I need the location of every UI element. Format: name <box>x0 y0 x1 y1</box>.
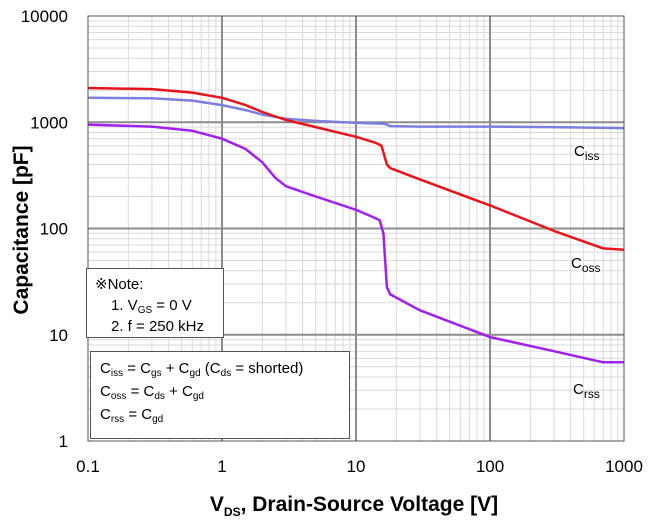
x-tick-label: 100 <box>476 457 504 476</box>
x-tick-labels: 0.1 1 10 100 1000 <box>76 457 643 476</box>
y-tick-label: 10 <box>49 326 68 345</box>
x-tick-label: 1000 <box>605 457 643 476</box>
y-tick-label: 1 <box>59 432 68 451</box>
formula-box: Ciss = Cgs + Cgd (Cds = shorted) Coss = … <box>90 351 350 439</box>
note-item-2: 2. f = 250 kHz <box>111 318 204 335</box>
plot-border <box>87 15 625 442</box>
x-tick-label: 10 <box>347 457 366 476</box>
coss-line <box>87 86 625 252</box>
ciss-label: Ciss <box>574 143 600 163</box>
x-tick-label: 0.1 <box>76 457 100 476</box>
ciss-line <box>87 96 625 130</box>
formula-crss: Crss = Cgd <box>100 406 164 425</box>
note-title: ※Note: <box>95 276 144 293</box>
note-item-1: 1. VGS = 0 V <box>111 297 192 316</box>
y-tick-label: 1000 <box>30 113 68 132</box>
coss-label: Coss <box>571 255 601 275</box>
note-box: ※Note: 1. VGS = 0 V 2. f = 250 kHz <box>86 268 224 338</box>
y-axis-label: Capacitance [pF] <box>10 145 33 314</box>
crss-label: Crss <box>573 381 600 401</box>
series-lines <box>87 86 625 364</box>
y-tick-label: 10000 <box>21 7 68 26</box>
y-tick-label: 100 <box>40 220 68 239</box>
y-tick-labels: 1 10 100 1000 10000 <box>21 7 68 451</box>
formula-coss: Coss = Cds + Cgd <box>100 383 204 402</box>
formula-ciss: Ciss = Cgs + Cgd (Cds = shorted) <box>100 360 304 379</box>
crss-line <box>87 123 624 364</box>
x-tick-label: 1 <box>217 457 226 476</box>
x-axis-label: VDS, Drain-Source Voltage [V] <box>210 493 498 519</box>
